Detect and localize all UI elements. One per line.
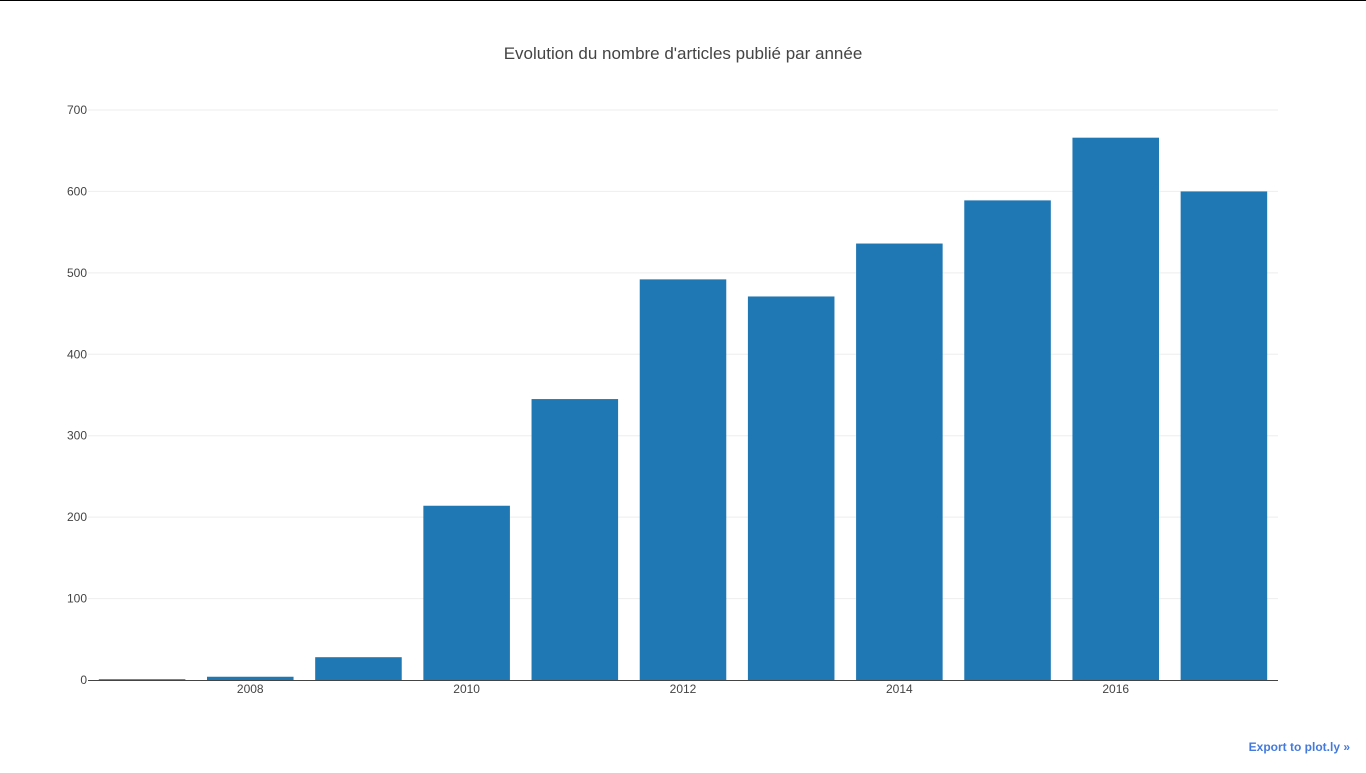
bar-2009[interactable] <box>315 657 402 680</box>
bar-2010[interactable] <box>423 505 510 680</box>
bar-2017[interactable] <box>1180 191 1268 680</box>
x-axis-ticks: 2008 2010 2012 2014 2016 <box>237 682 1129 696</box>
bar-2014[interactable] <box>856 243 943 681</box>
chart-title: Evolution du nombre d'articles publié pa… <box>504 44 863 63</box>
bar-2007[interactable] <box>98 679 186 681</box>
bar-2013[interactable] <box>747 296 835 680</box>
x-tick-label: 2008 <box>237 682 264 696</box>
x-tick-label: 2016 <box>1102 682 1129 696</box>
y-tick-label: 700 <box>67 103 87 117</box>
x-tick-label: 2014 <box>886 682 913 696</box>
bars <box>98 137 1268 681</box>
x-tick-label: 2010 <box>453 682 480 696</box>
export-to-plotly-link[interactable]: Export to plot.ly » <box>1248 740 1350 754</box>
y-tick-label: 400 <box>67 347 87 361</box>
y-tick-label: 0 <box>80 673 87 687</box>
y-tick-label: 500 <box>67 266 87 280</box>
y-tick-label: 600 <box>67 184 87 198</box>
y-tick-label: 300 <box>67 429 87 443</box>
bar-2008[interactable] <box>207 676 294 680</box>
bar-2016[interactable] <box>1072 137 1159 680</box>
bar-2011[interactable] <box>531 399 619 680</box>
bar-2015[interactable] <box>964 200 1051 680</box>
y-tick-label: 200 <box>67 510 87 524</box>
y-tick-label: 100 <box>67 592 87 606</box>
y-axis-ticks: 0 100 200 300 400 500 600 700 <box>67 103 87 687</box>
top-border <box>0 0 1366 1</box>
x-tick-label: 2012 <box>670 682 697 696</box>
bar-2012[interactable] <box>639 279 727 680</box>
